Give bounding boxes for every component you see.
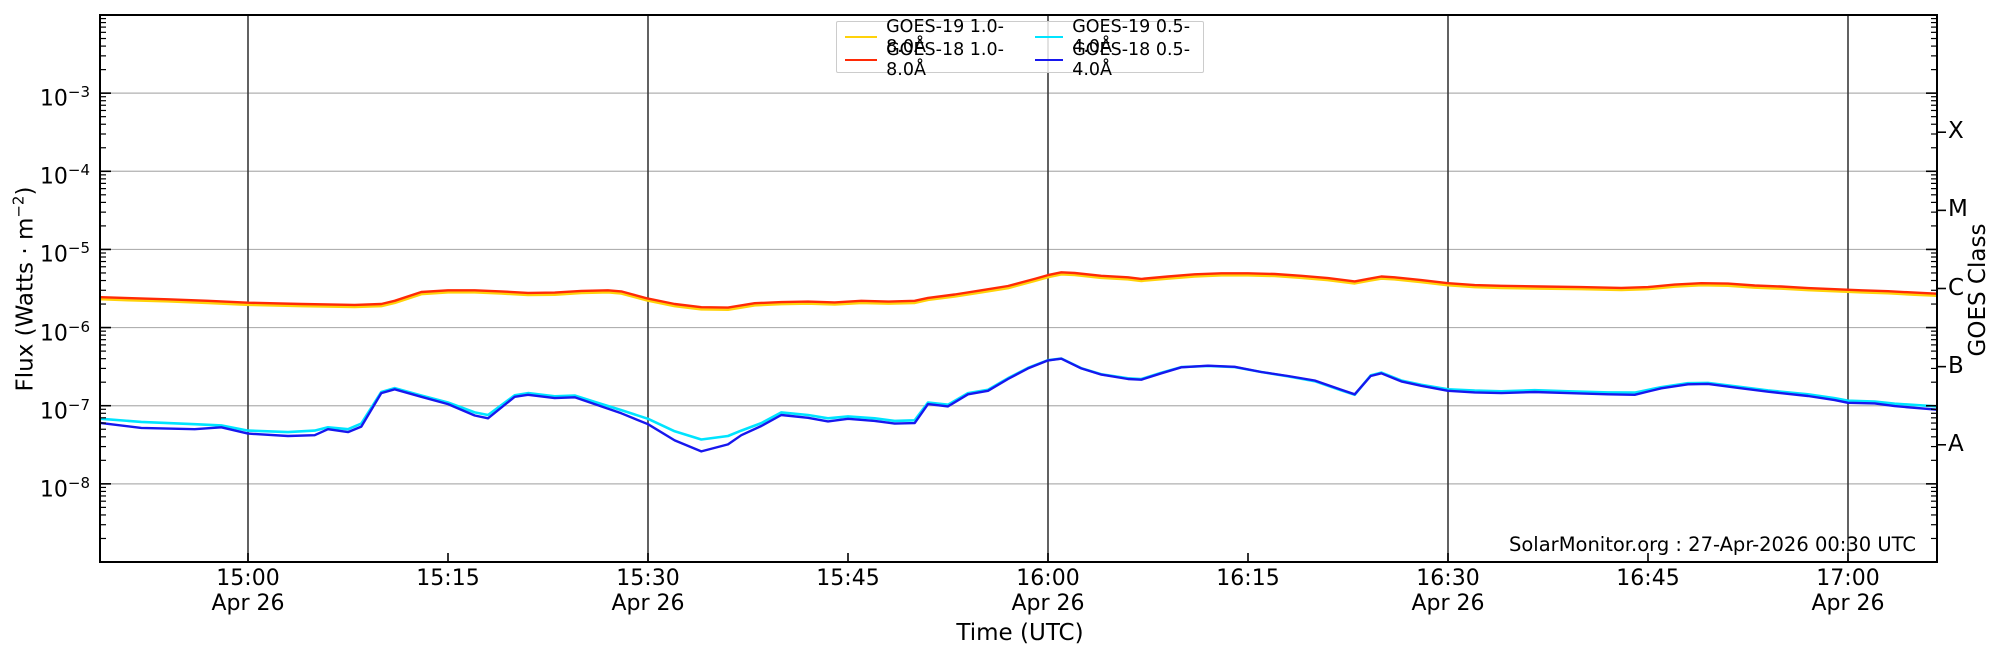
x-tick-label: 15:15 [416, 566, 480, 591]
x-tick-label: 16:15 [1216, 566, 1280, 591]
y-axis-title: Flux (Watts · m−2) [9, 186, 39, 392]
x-tick-label: 16:30 [1416, 566, 1480, 591]
goes-class-label-b: B [1948, 352, 1964, 379]
goes-class-label-c: C [1948, 274, 1965, 301]
x-tick-date-label: Apr 26 [1811, 591, 1885, 616]
y-tick-label: 10−4 [39, 161, 90, 190]
y-tick-label: 10−7 [39, 395, 90, 425]
x-tick-date-label: Apr 26 [1011, 591, 1085, 616]
x-tick-label: 15:45 [816, 566, 880, 591]
legend-line-swatch [845, 58, 878, 61]
legend-entry-label: GOES-18 0.5-4.0Å [1072, 39, 1191, 80]
y-tick-label: 10−5 [39, 239, 90, 268]
x-tick-label: 15:00 [216, 566, 280, 591]
legend-entry-label: GOES-19 1.0-8.0Å [886, 16, 1004, 57]
y-tick-label: 10−6 [39, 317, 90, 346]
goes-class-label-m: M [1948, 196, 1968, 223]
x-tick-label: 16:00 [1016, 566, 1080, 591]
legend-entry: GOES-18 0.5-4.0Å [1035, 40, 1203, 80]
legend-entry-label: GOES-19 0.5-4.0Å [1072, 16, 1191, 57]
legend-line-swatch [845, 35, 878, 38]
x-tick-date-label: Apr 26 [611, 591, 685, 616]
legend-box: GOES-19 1.0-8.0Å GOES-19 0.5-4.0Å GOES-18 … [836, 17, 1204, 80]
goes-class-label-x: X [1948, 118, 1964, 145]
legend-entry: GOES-19 0.5-4.0Å [1035, 17, 1203, 57]
legend-entry: GOES-19 1.0-8.0Å [845, 17, 1035, 57]
x-tick-date-label: Apr 26 [1411, 591, 1485, 616]
series-goes-18-0-5-4-0- [100, 357, 1937, 453]
series-goes-19-1-0-8-0- [100, 272, 1937, 311]
x-axis-title: Time (UTC) [956, 620, 1084, 646]
y-tick-label: 10−8 [39, 473, 90, 503]
solarmonitor-annotation: SolarMonitor.org : 27-Apr-2026 00:30 UTC [1509, 533, 1916, 556]
series-goes-18-1-0-8-0- [100, 271, 1937, 309]
x-tick-date-label: Apr 26 [211, 591, 285, 616]
x-tick-label: 16:45 [1616, 566, 1680, 591]
legend-entry-label: GOES-18 1.0-8.0Å [886, 39, 1004, 80]
x-tick-label: 15:30 [616, 566, 680, 591]
right-axis-title: GOES Class [1965, 223, 1991, 357]
y-tick-label: 10−3 [39, 83, 90, 112]
goes-class-label-a: A [1948, 430, 1964, 457]
x-tick-label: 17:00 [1816, 566, 1880, 591]
legend-line-swatch [1035, 35, 1064, 38]
legend-entry: GOES-18 1.0-8.0Å [845, 40, 1035, 80]
legend-line-swatch [1035, 58, 1064, 61]
